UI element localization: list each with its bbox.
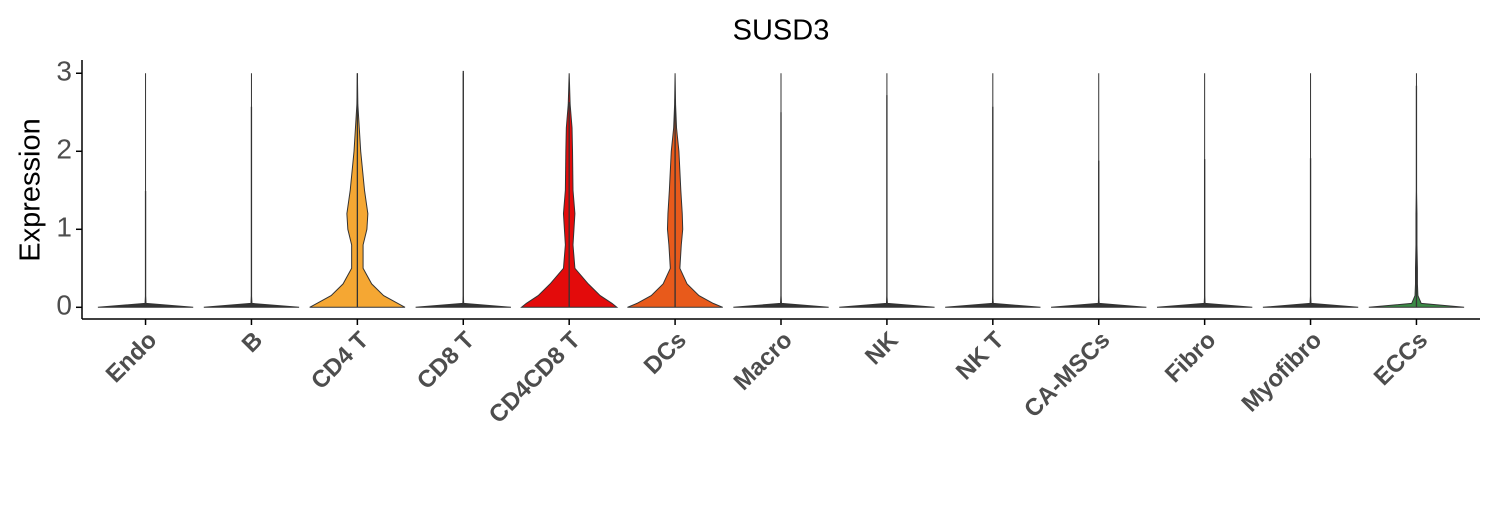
x-tick-label: Macro [729,327,798,396]
y-tick-label: 2 [56,134,72,165]
x-tick-label: Myofibro [1237,327,1328,418]
x-tick-label: Fibro [1160,327,1222,389]
y-tick-label: 1 [56,212,72,243]
x-tick-label: CD8 T [412,326,480,394]
x-tick-label: CD4 T [306,326,374,394]
y-tick-label: 3 [56,56,72,87]
x-tick-label: CD4CD8 T [484,326,586,428]
y-tick-label: 0 [56,290,72,321]
chart-title: SUSD3 [733,15,830,47]
x-tick-label: Endo [101,327,163,389]
x-tick-label: NK T [951,326,1010,385]
x-tick-label: NK [860,326,904,370]
x-tick-label: DCs [639,327,692,380]
x-tick-label: B [237,327,268,358]
x-tick-label: CA-MSCs [1019,327,1115,423]
x-tick-label: ECCs [1369,327,1433,391]
y-axis-label: Expression [15,118,47,261]
